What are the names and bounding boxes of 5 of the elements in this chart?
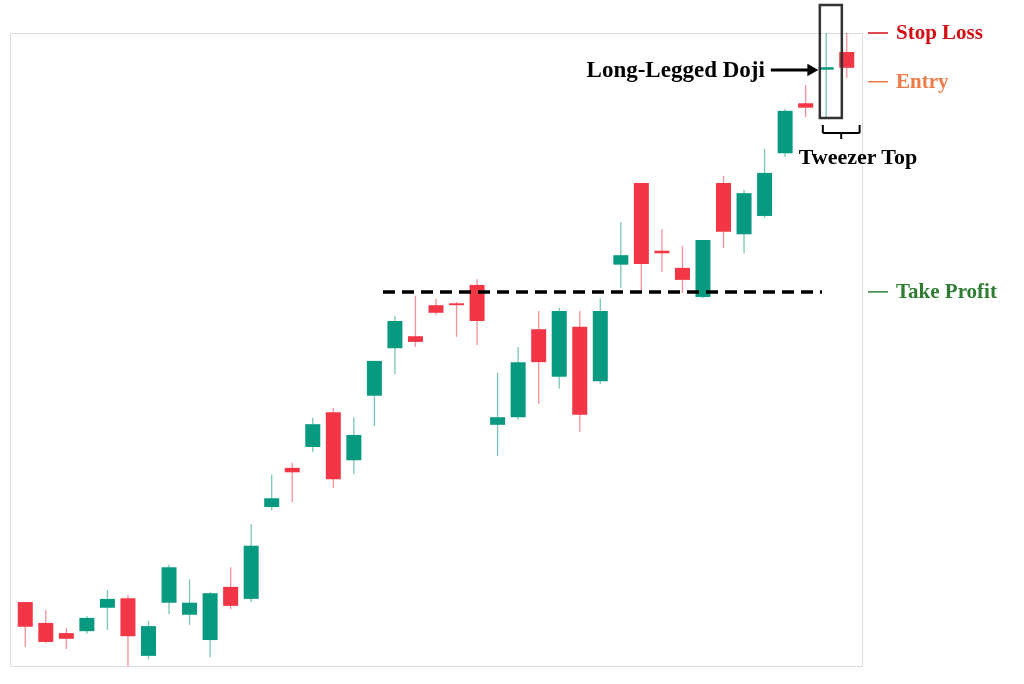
ref-line-label: Take Profit (896, 278, 997, 303)
ref-line-label: Stop Loss (896, 20, 983, 44)
ref-line-label: Entry (896, 68, 949, 93)
annotation: Tweezer Top (798, 144, 918, 169)
annotation: Long-Legged Doji (586, 57, 766, 82)
